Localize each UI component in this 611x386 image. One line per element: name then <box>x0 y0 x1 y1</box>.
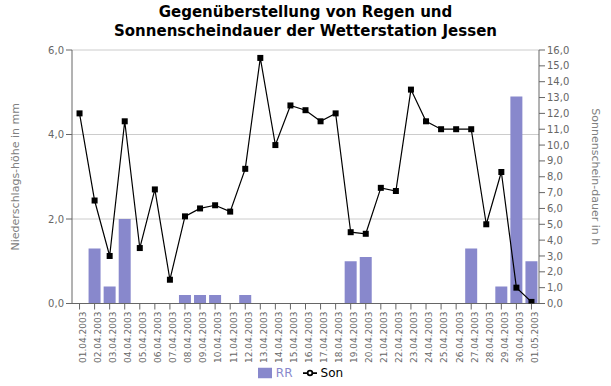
svg-text:13.04.2003: 13.04.2003 <box>259 312 269 364</box>
svg-text:19.04.2003: 19.04.2003 <box>349 312 359 364</box>
svg-text:17.04.2003: 17.04.2003 <box>319 312 329 364</box>
svg-text:3,0: 3,0 <box>547 251 563 262</box>
svg-text:14.04.2003: 14.04.2003 <box>274 312 284 364</box>
svg-text:16,0: 16,0 <box>547 45 569 56</box>
html-text:RR: RR <box>275 365 293 380</box>
svg-text:11.04.2003: 11.04.2003 <box>229 312 239 364</box>
svg-text:03.04.2003: 03.04.2003 <box>108 312 118 364</box>
svg-text:27.04.2003: 27.04.2003 <box>470 312 480 364</box>
svg-text:16.04.2003: 16.04.2003 <box>304 312 314 364</box>
svg-text:05.04.2003: 05.04.2003 <box>138 312 148 364</box>
svg-text:29.04.2003: 29.04.2003 <box>500 312 510 364</box>
svg-text:0,0: 0,0 <box>48 298 64 309</box>
svg-text:24.04.2003: 24.04.2003 <box>424 312 434 364</box>
svg-text:5,0: 5,0 <box>547 219 563 230</box>
svg-text:6,0: 6,0 <box>48 45 64 56</box>
svg-text:11,0: 11,0 <box>547 124 569 135</box>
svg-text:15,0: 15,0 <box>547 60 569 71</box>
svg-text:18.04.2003: 18.04.2003 <box>334 312 344 364</box>
svg-text:20.04.2003: 20.04.2003 <box>364 312 374 364</box>
svg-text:6,0: 6,0 <box>547 203 563 214</box>
svg-text:26.04.2003: 26.04.2003 <box>455 312 465 364</box>
svg-text:Sonnenschein-dauer in h: Sonnenschein-dauer in h <box>589 108 602 245</box>
svg-text:9,0: 9,0 <box>547 155 563 166</box>
svg-text:Niederschlags-höhe in mm: Niederschlags-höhe in mm <box>9 103 22 250</box>
svg-text:22.04.2003: 22.04.2003 <box>394 312 404 364</box>
svg-text:2,0: 2,0 <box>48 214 64 225</box>
svg-text:13,0: 13,0 <box>547 92 569 103</box>
svg-text:30.04.2003: 30.04.2003 <box>515 312 525 364</box>
svg-text:4,0: 4,0 <box>48 129 64 140</box>
svg-text:28.04.2003: 28.04.2003 <box>485 311 495 363</box>
svg-text:09.04.2003: 09.04.2003 <box>198 312 208 364</box>
html-text:Gegenüberstellung von Regen un: Gegenüberstellung von Regen und <box>158 3 453 21</box>
svg-text:1,0: 1,0 <box>547 282 563 293</box>
svg-text:08.04.2003: 08.04.2003 <box>183 312 193 364</box>
svg-text:15.04.2003: 15.04.2003 <box>289 312 299 364</box>
svg-text:23.04.2003: 23.04.2003 <box>409 312 419 364</box>
svg-text:2,0: 2,0 <box>547 266 563 277</box>
svg-text:10.04.2003: 10.04.2003 <box>214 312 224 364</box>
svg-text:12,0: 12,0 <box>547 108 569 119</box>
svg-text:0,0: 0,0 <box>547 298 563 309</box>
svg-text:14,0: 14,0 <box>547 76 569 87</box>
html-text:Son: Son <box>320 365 344 380</box>
svg-text:10,0: 10,0 <box>547 140 569 151</box>
svg-text:4,0: 4,0 <box>547 235 563 246</box>
svg-text:07.04.2003: 07.04.2003 <box>168 312 178 364</box>
svg-text:7,0: 7,0 <box>547 187 563 198</box>
svg-text:01.05.2003: 01.05.2003 <box>530 312 540 364</box>
svg-text:06.04.2003: 06.04.2003 <box>153 312 163 364</box>
svg-text:04.04.2003: 04.04.2003 <box>123 312 133 364</box>
svg-text:12.04.2003: 12.04.2003 <box>244 312 254 364</box>
svg-text:01.04.2003: 01.04.2003 <box>78 312 88 364</box>
svg-text:8,0: 8,0 <box>547 171 563 182</box>
svg-text:21.04.2003: 21.04.2003 <box>379 312 389 364</box>
svg-text:25.04.2003: 25.04.2003 <box>439 312 449 364</box>
svg-text:02.04.2003: 02.04.2003 <box>93 312 103 364</box>
html-text:Sonnenscheindauer der Wetterst: Sonnenscheindauer der Wetterstation Jess… <box>114 22 497 40</box>
